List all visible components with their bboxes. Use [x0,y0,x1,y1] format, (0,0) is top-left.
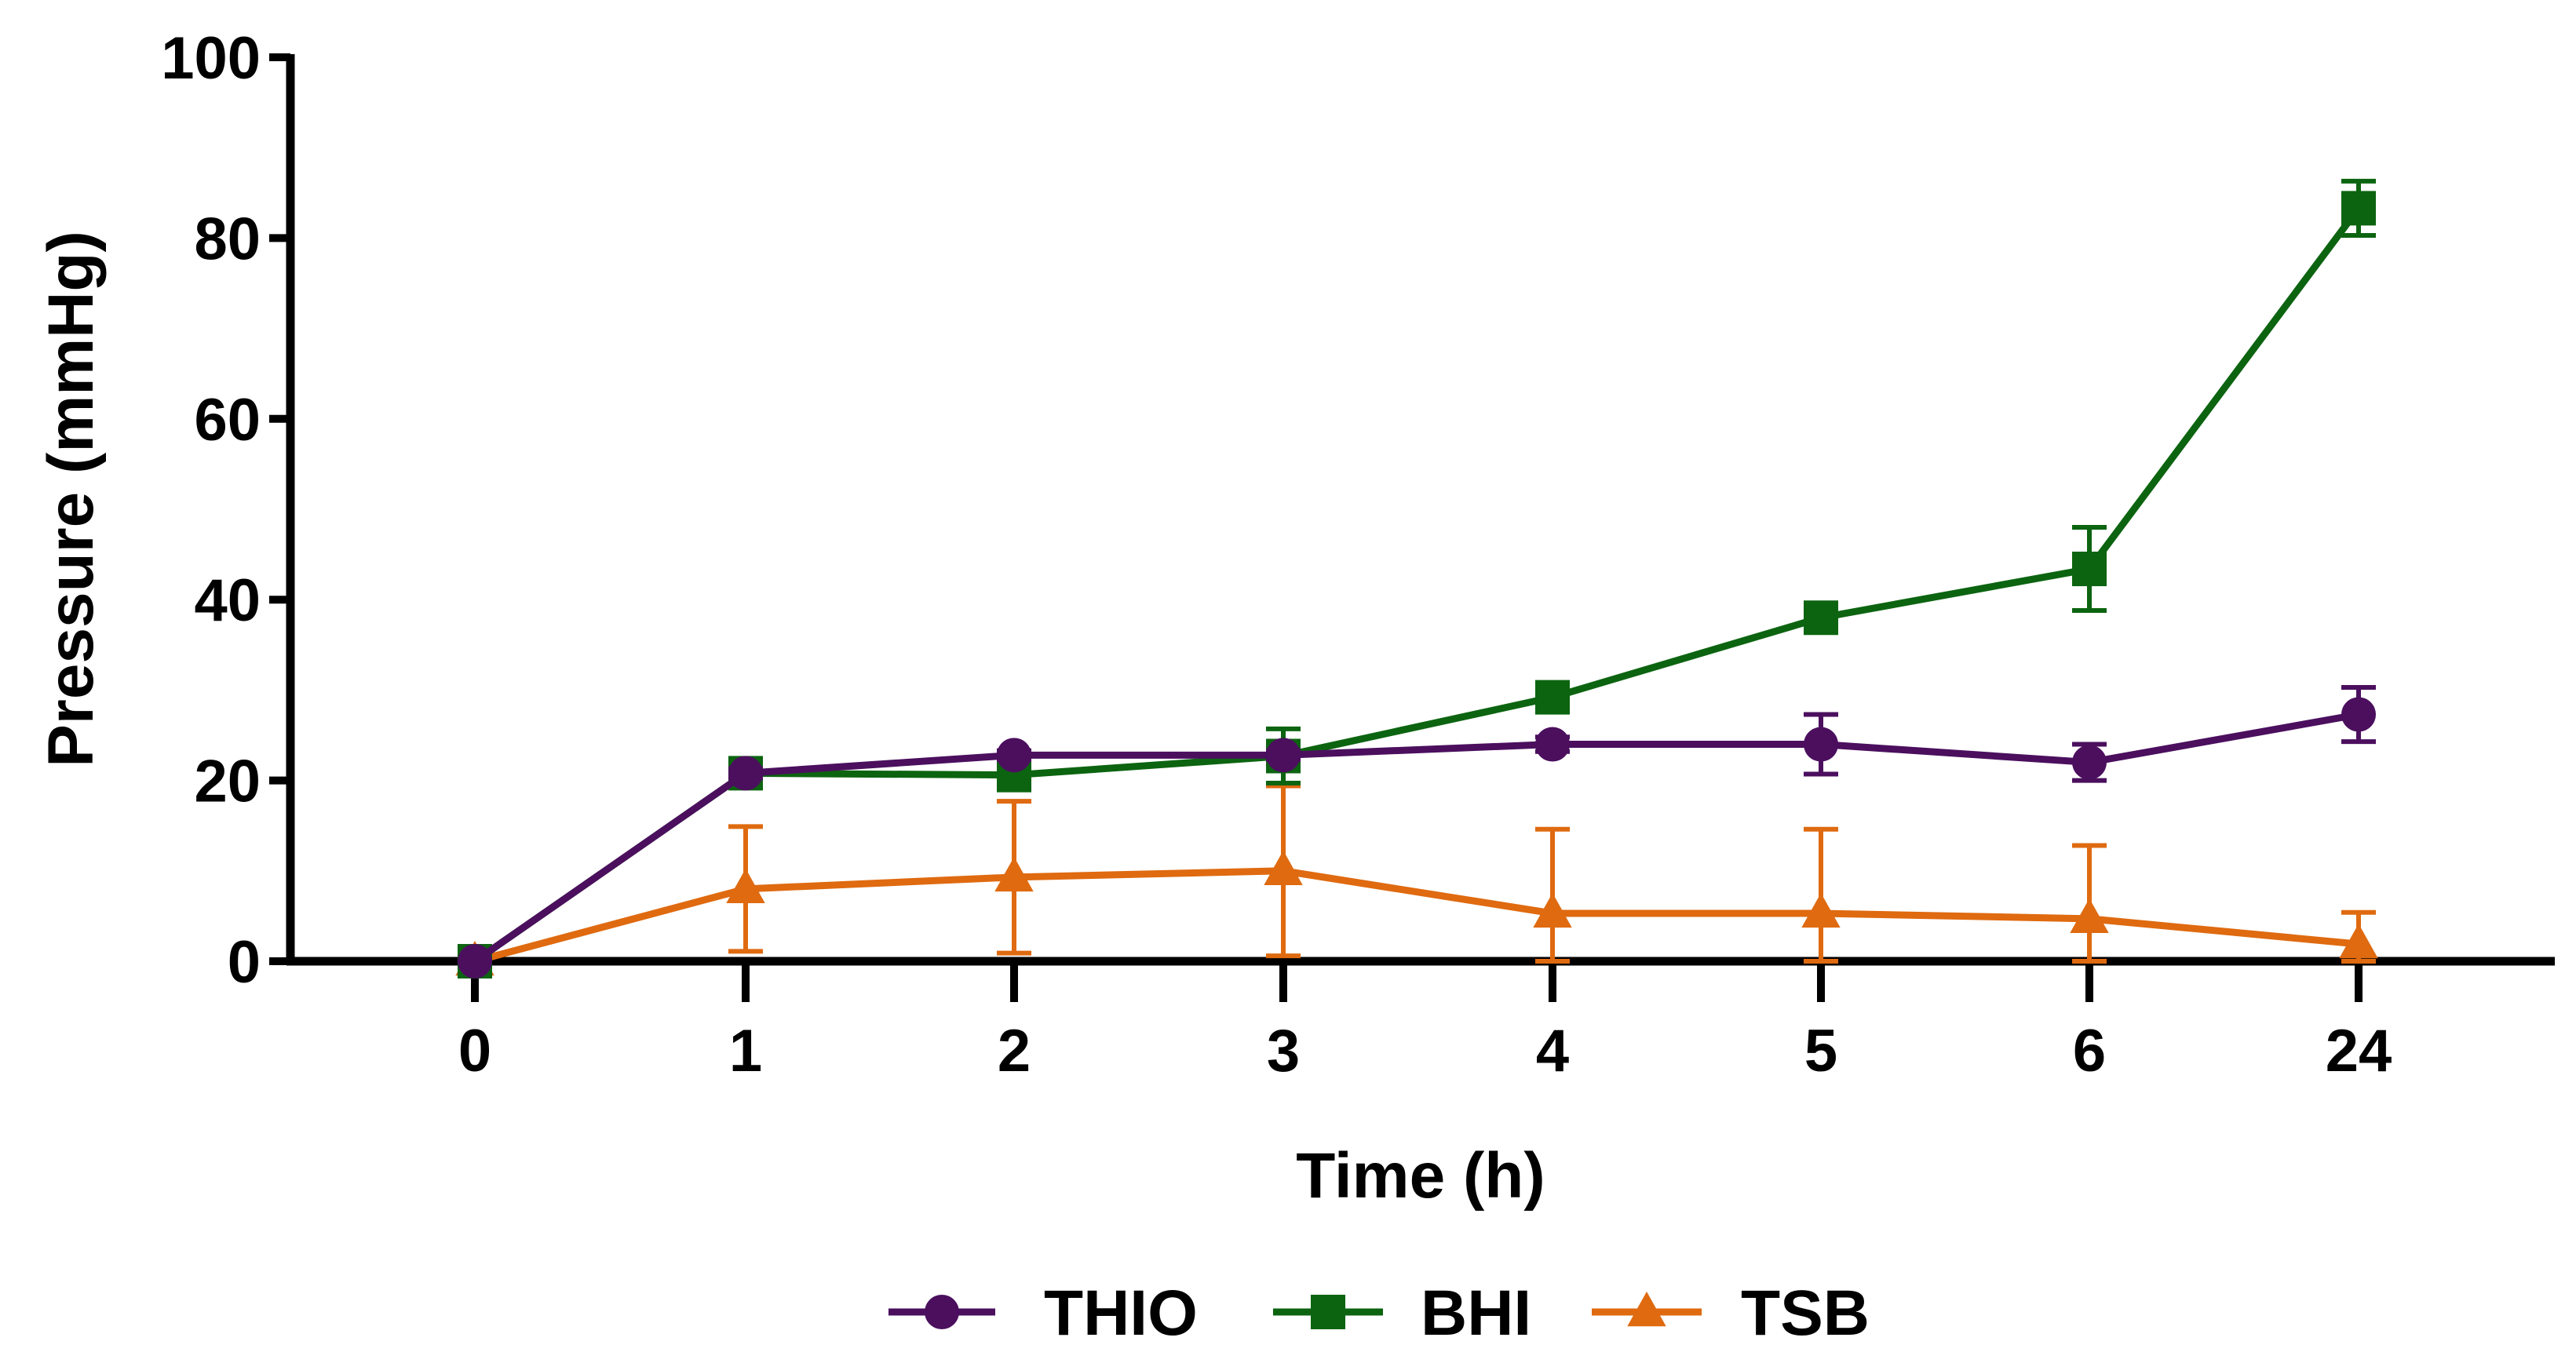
tsb-point-2 [994,856,1034,892]
series-tsb [455,783,2378,976]
tsb-point-1 [726,868,765,904]
thio-point-5 [1804,727,1838,762]
legend-item-bhi: BHI [1273,1277,1531,1349]
tsb-line [473,867,2359,965]
y-tick-label-0: 0 [228,929,261,996]
y-tick-label-60: 60 [194,387,261,454]
legend-marker-thio [925,1295,959,1329]
legend-item-thio: THIO [888,1277,1198,1349]
bhi-point-5 [1804,600,1838,636]
bhi-point-24 [2341,191,2376,226]
x-tick-label-6: 6 [2073,1018,2106,1084]
thio-point-3 [1266,738,1301,773]
tsb-point-4 [1533,892,1572,928]
tsb-point-5 [1801,892,1841,928]
legend-label-bhi: BHI [1421,1277,1531,1349]
legend-label-tsb: TSB [1741,1277,1870,1349]
thio-point-4 [1535,727,1570,762]
x-tick-label-2: 2 [998,1018,1031,1084]
series-layer [455,178,2378,979]
x-tick-label-3: 3 [1267,1018,1300,1084]
legend: THIO BHI TSB [888,1277,1870,1349]
legend-marker-tsb [1627,1292,1666,1327]
x-tick-label-1: 1 [729,1018,762,1084]
thio-point-1 [728,756,763,791]
x-axis-title: Time (h) [1296,1140,1545,1212]
y-tick-label-100: 100 [161,25,261,92]
legend-marker-bhi [1311,1295,1345,1329]
x-tick-label-0: 0 [458,1018,491,1084]
tsb-point-24 [2339,924,2378,959]
x-tick-label-24: 24 [2326,1018,2392,1084]
thio-point-24 [2341,697,2376,732]
legend-item-tsb: TSB [1592,1277,1870,1349]
legend-label-thio: THIO [1044,1277,1198,1349]
bhi-point-4 [1535,680,1570,715]
series-thio [458,684,2376,979]
thio-line [473,711,2359,964]
thio-point-6 [2072,745,2107,780]
y-axis-title: Pressure (mmHg) [35,231,107,767]
tsb-point-3 [1264,850,1303,885]
bhi-point-6 [2072,552,2107,587]
x-tick-label-5: 5 [1804,1018,1837,1084]
thio-point-2 [997,738,1031,773]
x-tick-label-4: 4 [1536,1018,1569,1084]
y-tick-label-20: 20 [194,749,261,815]
axes: 0 20 40 60 80 100 0 1 2 3 4 5 6 24 [161,25,2555,1084]
thio-point-0 [458,944,492,979]
tsb-point-6 [2070,898,2109,934]
y-tick-label-40: 40 [194,567,261,634]
y-tick-label-80: 80 [194,206,261,272]
